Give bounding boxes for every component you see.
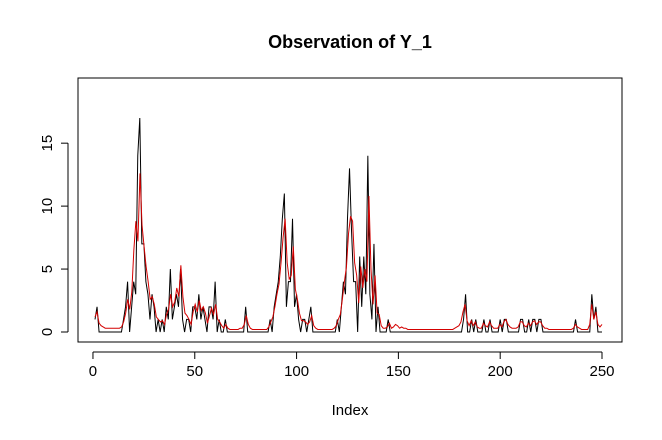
series-layer	[94, 117, 603, 333]
x-tick-label: 0	[89, 363, 97, 380]
x-tick-label: 50	[186, 363, 203, 380]
y-tick-label: 15	[39, 135, 56, 152]
y-tick-label: 10	[39, 198, 56, 215]
chart-title: Observation of Y_1	[268, 32, 432, 52]
x-tick-label: 200	[488, 363, 513, 380]
x-tick-label: 100	[284, 363, 309, 380]
y-tick-label: 0	[39, 328, 56, 336]
plot-frame	[77, 77, 623, 343]
y-tick-label: 5	[39, 265, 56, 273]
x-axis-label: Index	[332, 402, 369, 419]
series-line-1	[94, 117, 602, 333]
x-tick-label: 150	[386, 363, 411, 380]
y-axis: 0 5 10 15	[39, 135, 69, 336]
series-line-2	[94, 173, 603, 330]
x-axis: 0 50 100 150 200 250	[89, 351, 615, 380]
x-tick-label: 250	[589, 363, 614, 380]
